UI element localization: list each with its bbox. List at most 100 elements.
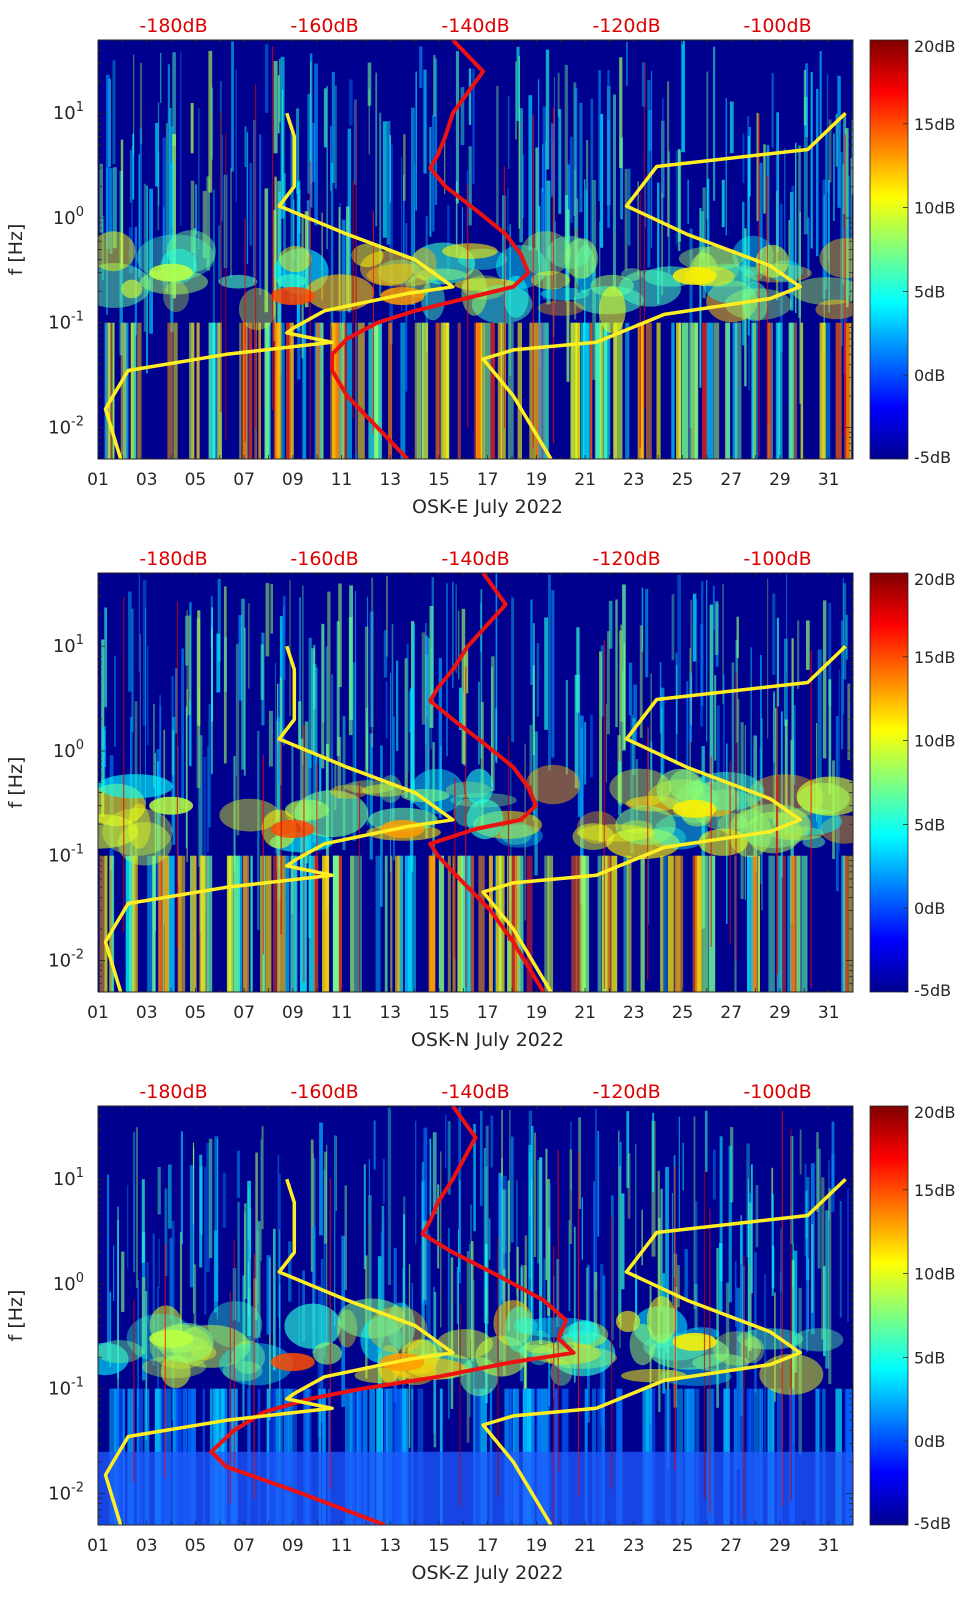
low-frequency-streak (260, 855, 265, 992)
noise-streak (368, 1159, 370, 1226)
noise-streak (772, 593, 776, 675)
noise-streak (179, 1232, 183, 1336)
low-frequency-streak (376, 322, 382, 459)
colorbar-tick-label: 20dB (914, 570, 956, 589)
noise-streak (238, 615, 243, 701)
low-frequency-streak (777, 322, 783, 459)
noise-streak (198, 108, 200, 250)
low-frequency-streak (196, 322, 200, 459)
noise-streak (128, 227, 132, 274)
noise-streak (261, 1126, 264, 1230)
noise-streak (797, 620, 800, 690)
low-frequency-streak (173, 322, 178, 459)
noise-streak (516, 1180, 518, 1296)
noise-streak (319, 755, 322, 806)
noise-streak (792, 684, 794, 868)
noise-streak (597, 1130, 600, 1237)
low-frequency-streak (355, 855, 362, 992)
noise-streak (327, 591, 331, 759)
y-tick-label: 10-1 (48, 843, 84, 867)
microseism-blob (219, 1343, 293, 1386)
noise-streak (460, 87, 465, 146)
microseism-blob (121, 279, 143, 299)
noise-streak (352, 662, 357, 841)
microseism-blob (442, 243, 498, 259)
noise-streak (133, 1131, 135, 1273)
noise-streak (336, 621, 340, 756)
low-frequency-streak (429, 855, 436, 992)
microseism-blob (360, 1316, 402, 1364)
noise-streak (403, 1214, 406, 1385)
noise-streak (819, 51, 822, 136)
noise-streak (779, 1271, 782, 1368)
noise-streak (580, 715, 584, 905)
noise-streak (725, 1282, 730, 1481)
noise-streak (706, 178, 710, 282)
noise-streak (661, 193, 663, 296)
noise-streak (186, 610, 188, 718)
noise-streak (114, 655, 116, 747)
noise-streak (208, 1138, 213, 1259)
noise-streak (197, 610, 201, 726)
noise-streak (590, 714, 593, 778)
noise-streak (598, 70, 601, 202)
low-frequency-streak (801, 855, 808, 992)
low-frequency-streak (238, 855, 243, 992)
noise-streak (458, 1107, 462, 1284)
low-frequency-streak (570, 322, 578, 459)
low-frequency-streak (497, 322, 502, 459)
noise-streak (131, 608, 134, 732)
noise-streak (129, 150, 132, 203)
noise-streak (195, 184, 198, 235)
noise-streak (558, 109, 562, 214)
noise-streak (120, 139, 124, 267)
noise-streak (368, 88, 370, 155)
low-frequency-streak (660, 855, 664, 992)
low-frequency-streak (99, 855, 105, 992)
x-tick-label: 15 (428, 470, 450, 490)
noise-streak (447, 1121, 451, 1195)
noise-streak (208, 50, 213, 193)
x-tick-label: 19 (526, 1536, 548, 1556)
low-frequency-streak (607, 855, 611, 992)
noise-streak (538, 206, 541, 369)
noise-streak (833, 133, 835, 221)
noise-streak (569, 1149, 573, 1244)
noise-streak (480, 701, 484, 829)
noise-streak (367, 596, 369, 731)
microseism-blob (98, 774, 173, 799)
noise-streak (822, 179, 827, 299)
noise-streak (570, 1121, 572, 1191)
noise-streak (565, 679, 568, 775)
low-frequency-streak (286, 322, 291, 459)
x-tick-label: 01 (87, 470, 109, 490)
noise-streak (112, 60, 116, 164)
low-frequency-streak (125, 855, 132, 992)
x-tick-label: 29 (769, 470, 791, 490)
low-frequency-streak (440, 322, 447, 459)
noise-streak (157, 1286, 160, 1441)
microseism-blob (599, 286, 626, 334)
noise-streak (695, 599, 698, 696)
low-frequency-streak (490, 322, 495, 459)
noise-streak (754, 1251, 757, 1393)
low-frequency-streak (755, 322, 758, 459)
noise-streak (149, 188, 153, 334)
red-noise-curve (330, 40, 531, 459)
x-tick-label: 05 (185, 1536, 207, 1556)
x-tick-label: 23 (623, 470, 645, 490)
noise-streak (577, 674, 581, 817)
noise-streak (206, 176, 211, 271)
noise-streak (786, 574, 788, 674)
noise-streak (207, 746, 209, 853)
x-tick-label: 19 (526, 1003, 548, 1023)
low-frequency-streak (167, 322, 173, 459)
x-tick-label: 09 (282, 470, 304, 490)
noise-streak (109, 1291, 112, 1367)
noise-streak (585, 189, 588, 265)
x-tick-label: 09 (282, 1003, 304, 1023)
colorbar-tick-label: 10dB (914, 732, 956, 751)
low-frequency-streak (766, 322, 773, 459)
noise-streak (446, 583, 448, 757)
noise-streak (619, 1166, 621, 1349)
